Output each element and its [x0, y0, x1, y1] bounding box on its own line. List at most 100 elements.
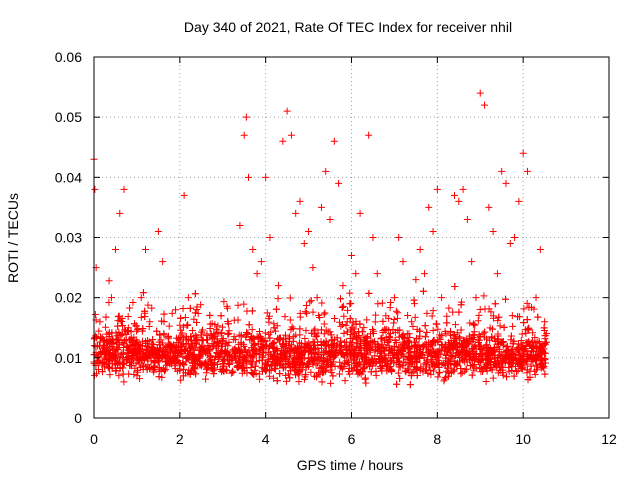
data-point	[285, 341, 293, 349]
data-point	[429, 307, 437, 315]
data-point	[167, 360, 175, 368]
data-point	[542, 338, 550, 346]
data-point	[528, 339, 536, 347]
data-point	[150, 348, 158, 356]
data-point	[374, 300, 382, 308]
data-point	[317, 340, 325, 348]
data-point	[502, 179, 510, 187]
data-point	[274, 335, 282, 343]
data-point	[320, 330, 328, 338]
data-point	[197, 331, 205, 339]
data-point	[236, 347, 244, 355]
data-point	[229, 368, 237, 376]
data-point	[475, 331, 483, 339]
data-point	[452, 360, 460, 368]
data-point	[187, 333, 195, 341]
data-point	[519, 350, 527, 358]
data-point	[378, 299, 386, 307]
data-point	[382, 312, 390, 320]
data-point	[179, 323, 187, 331]
data-point	[463, 215, 471, 223]
data-point	[493, 358, 501, 366]
data-point	[183, 322, 191, 330]
data-point	[327, 331, 335, 339]
data-point	[134, 346, 142, 354]
data-point	[438, 294, 446, 302]
data-point	[469, 335, 477, 343]
data-point	[278, 361, 286, 369]
data-point	[206, 324, 214, 332]
x-tick-label: 4	[262, 431, 270, 447]
data-point	[172, 357, 180, 365]
data-point	[375, 355, 383, 363]
data-point	[441, 340, 449, 348]
data-point	[458, 369, 466, 377]
data-point	[236, 353, 244, 361]
data-point	[420, 270, 428, 278]
data-point	[369, 234, 377, 241]
data-point	[405, 354, 413, 362]
data-point	[276, 370, 284, 378]
data-point	[146, 364, 154, 372]
data-point	[472, 294, 480, 302]
data-point	[445, 360, 453, 368]
data-point	[430, 367, 438, 375]
data-point	[442, 351, 450, 359]
data-point	[365, 131, 373, 139]
data-point	[442, 374, 450, 382]
y-tick-label: 0.04	[55, 169, 82, 185]
data-point	[389, 325, 397, 333]
data-point	[262, 367, 270, 375]
data-point	[394, 309, 402, 317]
data-point	[240, 131, 248, 139]
data-point	[489, 227, 497, 235]
data-point	[367, 337, 375, 345]
data-point	[251, 366, 259, 374]
data-point	[378, 334, 386, 342]
data-point	[296, 353, 304, 361]
data-point	[159, 258, 167, 266]
data-point	[113, 357, 121, 365]
data-point	[421, 340, 429, 348]
data-point	[96, 338, 104, 346]
data-point	[434, 325, 442, 333]
data-point	[337, 364, 345, 372]
data-point	[126, 336, 134, 344]
data-point	[130, 333, 138, 341]
data-point	[245, 173, 252, 181]
data-point	[97, 334, 105, 342]
data-point	[214, 322, 222, 330]
data-point	[408, 369, 416, 377]
x-tick-label: 6	[348, 431, 356, 447]
data-point	[275, 336, 283, 344]
data-point	[120, 378, 128, 386]
data-point	[226, 360, 234, 368]
data-point	[282, 371, 290, 379]
data-point	[529, 329, 537, 337]
data-point	[292, 331, 300, 339]
data-point	[160, 310, 168, 318]
data-point	[365, 344, 373, 352]
data-point	[443, 312, 451, 320]
data-point	[507, 336, 515, 344]
data-point	[534, 313, 542, 321]
data-point	[239, 363, 247, 371]
data-point	[219, 335, 227, 343]
data-point	[255, 327, 263, 335]
data-point	[176, 367, 184, 375]
data-point	[394, 355, 402, 363]
data-point	[533, 366, 541, 374]
data-point	[142, 349, 150, 357]
data-point	[433, 360, 441, 368]
data-point	[204, 350, 212, 358]
data-point	[442, 330, 450, 338]
data-point	[212, 325, 220, 333]
data-point	[222, 366, 230, 374]
data-point	[390, 319, 398, 327]
data-point	[230, 316, 238, 324]
data-point	[491, 337, 499, 345]
data-point	[309, 338, 317, 346]
data-point	[248, 326, 256, 334]
data-point	[129, 348, 137, 356]
data-point	[243, 329, 251, 337]
